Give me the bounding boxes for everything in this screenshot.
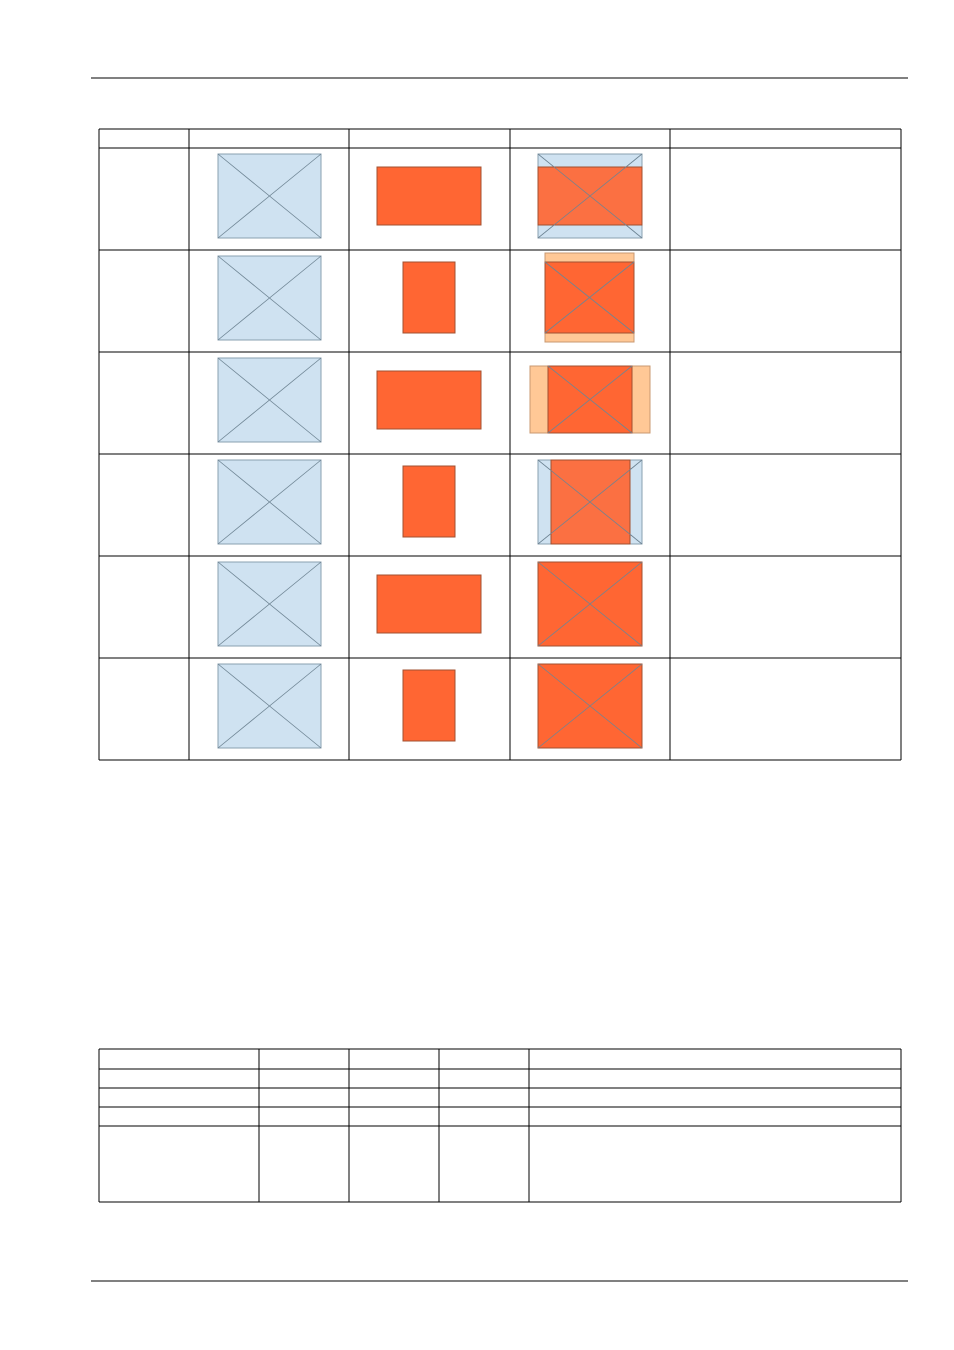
container-box: [402, 261, 456, 334]
placeholder-diagonal: [547, 365, 633, 434]
placeholder-diagonal: [537, 153, 643, 239]
container-box: [402, 669, 456, 742]
placeholder-diagonal: [537, 459, 643, 545]
placeholder-diagonal: [537, 561, 643, 647]
placeholder-diagonal: [217, 357, 322, 443]
placeholder-diagonal: [217, 255, 322, 341]
placeholder-diagonal: [217, 561, 322, 647]
container-box: [376, 370, 482, 430]
placeholder-diagonal: [217, 663, 322, 749]
container-box: [376, 166, 482, 226]
placeholder-diagonal: [537, 663, 643, 749]
container-box: [402, 465, 456, 538]
placeholder-diagonal: [217, 153, 322, 239]
placeholder-diagonal: [217, 459, 322, 545]
container-box: [376, 574, 482, 634]
placeholder-diagonal: [544, 261, 635, 334]
